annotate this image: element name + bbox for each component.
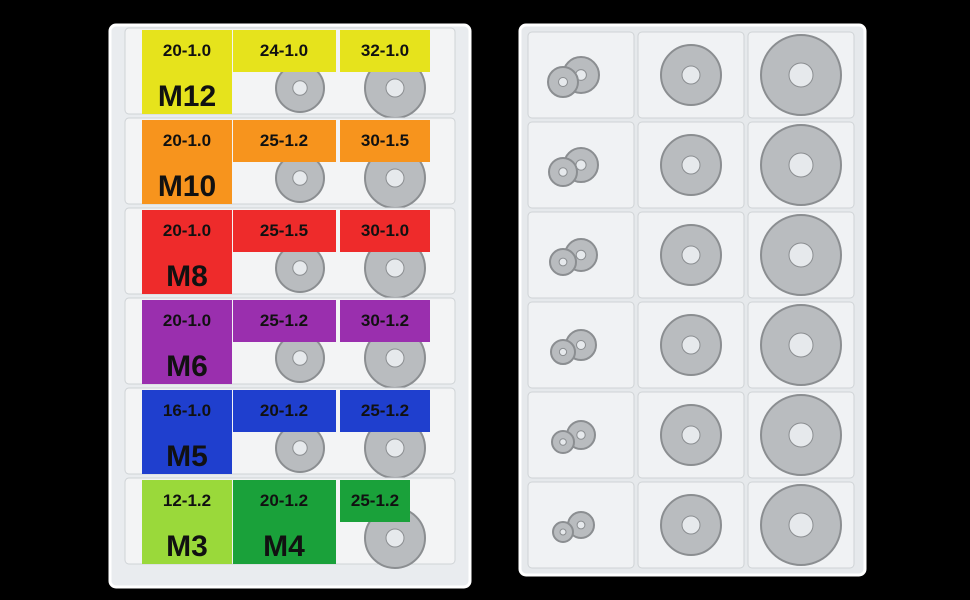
left-compartments: 20-1.0 24-1.0 32-1.0 M12 20-1.0 25-1.2 30-1.5 M… [124,27,456,569]
washer-hole [385,348,405,368]
size-label: M6 [166,350,208,383]
size-label: M10 [158,170,216,203]
spec-label: 25-1.5 [260,221,308,240]
washer-hole [558,257,568,267]
washer-hole [681,335,701,355]
spec-label: 25-1.2 [260,311,308,330]
label [340,390,430,432]
spec-label: 20-1.0 [163,41,211,60]
label [233,390,336,432]
label [340,30,430,72]
washer-hole [558,77,568,87]
washer-hole [788,152,814,178]
label [142,120,232,204]
washer-hole [681,65,701,85]
spec-label: 30-1.2 [361,311,409,330]
label [233,120,336,162]
size-label: M3 [166,530,208,563]
washer-hole [681,245,701,265]
size-label: M5 [166,440,208,473]
size-label: M4 [263,530,305,563]
label [142,390,232,474]
right-compartments [527,31,855,569]
washer-hole [558,167,568,177]
washer-hole [385,438,405,458]
washer-hole [681,155,701,175]
washer-hole [292,260,308,276]
label [340,210,430,252]
size-label: M8 [166,260,208,293]
washer-hole [788,62,814,88]
label [142,30,232,114]
spec-label: 25-1.2 [260,131,308,150]
washer-hole [788,242,814,268]
spec-label: 32-1.0 [361,41,409,60]
spec-label: 20-1.2 [260,491,308,510]
washer-hole [576,340,586,350]
washer-hole [681,515,701,535]
washer-hole [292,440,308,456]
washer-hole [575,249,587,261]
label [142,210,232,294]
washer-hole [576,430,586,440]
label [142,300,232,384]
spec-label: 12-1.2 [163,491,211,510]
spec-label: 20-1.0 [163,311,211,330]
size-label: M12 [158,80,216,113]
washer-hole [558,347,568,357]
label [233,300,336,342]
spec-label: 25-1.2 [351,491,399,510]
label [233,210,336,252]
washer-hole [385,528,405,548]
washer-hole [292,170,308,186]
label [233,480,336,564]
spec-label: 24-1.0 [260,41,308,60]
washer-hole [681,425,701,445]
label [340,480,410,522]
washer-hole [292,350,308,366]
spec-label: 16-1.0 [163,401,211,420]
washer-hole [576,520,586,530]
spec-label: 25-1.2 [361,401,409,420]
washer-hole [788,332,814,358]
label [142,480,232,564]
washer-hole [559,438,567,446]
washer-hole [292,80,308,96]
label [233,30,336,72]
washer-hole [788,512,814,538]
spec-label: 20-1.0 [163,131,211,150]
washer-hole [385,258,405,278]
spec-label: 20-1.0 [163,221,211,240]
label [340,120,430,162]
spec-label: 30-1.0 [361,221,409,240]
label [340,300,430,342]
spec-label: 20-1.2 [260,401,308,420]
washer-hole [788,422,814,448]
washer-hole [385,78,405,98]
washer-hole [385,168,405,188]
spec-label: 30-1.5 [361,131,409,150]
washer-hole [559,528,567,536]
